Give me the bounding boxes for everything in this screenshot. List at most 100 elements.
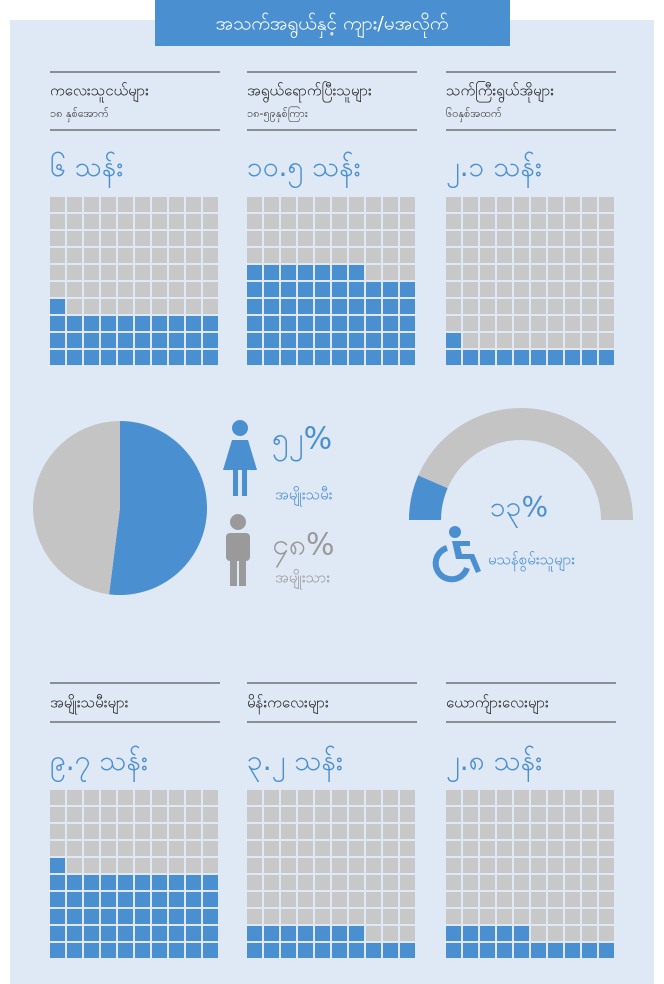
empty-cell [565, 926, 580, 941]
empty-cell [135, 197, 150, 212]
filled-cell [67, 909, 82, 924]
empty-cell [599, 858, 614, 873]
empty-cell [366, 231, 381, 246]
filled-cell [264, 943, 279, 958]
filled-cell [247, 282, 262, 297]
empty-cell [264, 858, 279, 873]
empty-cell [315, 807, 330, 822]
empty-cell [169, 265, 184, 280]
empty-cell [514, 909, 529, 924]
waffle [446, 790, 614, 958]
empty-cell [169, 841, 184, 856]
empty-cell [135, 807, 150, 822]
empty-cell [383, 841, 398, 856]
filled-cell [383, 282, 398, 297]
empty-cell [497, 248, 512, 263]
empty-cell [565, 333, 580, 348]
empty-cell [203, 265, 218, 280]
empty-cell [480, 214, 495, 229]
empty-cell [446, 807, 461, 822]
empty-cell [247, 790, 262, 805]
empty-cell [497, 858, 512, 873]
empty-cell [446, 841, 461, 856]
filled-cell [349, 282, 364, 297]
empty-cell [247, 197, 262, 212]
filled-cell [84, 926, 99, 941]
filled-cell [366, 333, 381, 348]
empty-cell [281, 824, 296, 839]
empty-cell [480, 265, 495, 280]
empty-cell [463, 824, 478, 839]
empty-cell [548, 248, 563, 263]
empty-cell [186, 197, 201, 212]
empty-cell [67, 841, 82, 856]
filled-cell [531, 350, 546, 365]
empty-cell [186, 807, 201, 822]
empty-cell [599, 248, 614, 263]
empty-cell [366, 858, 381, 873]
empty-cell [582, 926, 597, 941]
filled-cell [599, 943, 614, 958]
empty-cell [298, 248, 313, 263]
group-label: မိန်းကလေးများ [247, 694, 329, 715]
empty-cell [599, 875, 614, 890]
empty-cell [463, 892, 478, 907]
empty-cell [383, 909, 398, 924]
empty-cell [400, 892, 415, 907]
empty-cell [446, 231, 461, 246]
empty-cell [298, 197, 313, 212]
empty-cell [118, 807, 133, 822]
empty-cell [281, 892, 296, 907]
empty-cell [565, 858, 580, 873]
filled-cell [50, 926, 65, 941]
empty-cell [332, 892, 347, 907]
pie-value-label: ၄၈% [272, 528, 335, 569]
empty-cell [101, 807, 116, 822]
empty-cell [118, 248, 133, 263]
filled-cell [50, 333, 65, 348]
filled-cell [400, 316, 415, 331]
empty-cell [203, 790, 218, 805]
empty-cell [67, 282, 82, 297]
empty-cell [186, 282, 201, 297]
filled-cell [169, 943, 184, 958]
filled-cell [50, 909, 65, 924]
empty-cell [101, 790, 116, 805]
filled-cell [84, 943, 99, 958]
filled-cell [101, 333, 116, 348]
empty-cell [531, 790, 546, 805]
empty-cell [152, 807, 167, 822]
empty-cell [84, 214, 99, 229]
filled-cell [118, 333, 133, 348]
empty-cell [582, 282, 597, 297]
empty-cell [118, 858, 133, 873]
filled-cell [366, 943, 381, 958]
empty-cell [84, 807, 99, 822]
empty-cell [247, 214, 262, 229]
filled-cell [135, 316, 150, 331]
filled-cell [514, 926, 529, 941]
empty-cell [531, 909, 546, 924]
empty-cell [400, 197, 415, 212]
empty-cell [565, 282, 580, 297]
empty-cell [446, 282, 461, 297]
empty-cell [366, 265, 381, 280]
empty-cell [565, 197, 580, 212]
filled-cell [332, 282, 347, 297]
empty-cell [169, 858, 184, 873]
empty-cell [118, 841, 133, 856]
empty-cell [366, 909, 381, 924]
pie-slice [109, 421, 208, 595]
empty-cell [203, 231, 218, 246]
empty-cell [247, 909, 262, 924]
filled-cell [152, 875, 167, 890]
gauge-value-label: ၁၃% [490, 490, 548, 529]
empty-cell [315, 841, 330, 856]
filled-cell [203, 926, 218, 941]
empty-cell [186, 858, 201, 873]
filled-cell [298, 316, 313, 331]
filled-cell [135, 926, 150, 941]
empty-cell [463, 282, 478, 297]
empty-cell [298, 858, 313, 873]
empty-cell [349, 231, 364, 246]
